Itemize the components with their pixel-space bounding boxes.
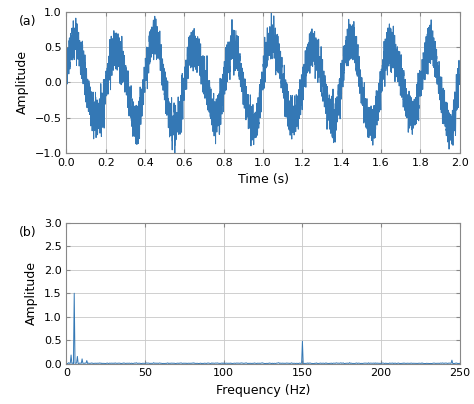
Y-axis label: Amplitude: Amplitude: [16, 50, 29, 114]
X-axis label: Time (s): Time (s): [237, 173, 289, 186]
Text: (a): (a): [19, 15, 36, 28]
Text: (b): (b): [19, 226, 37, 239]
X-axis label: Frequency (Hz): Frequency (Hz): [216, 384, 310, 397]
Y-axis label: Amplitude: Amplitude: [25, 261, 38, 325]
